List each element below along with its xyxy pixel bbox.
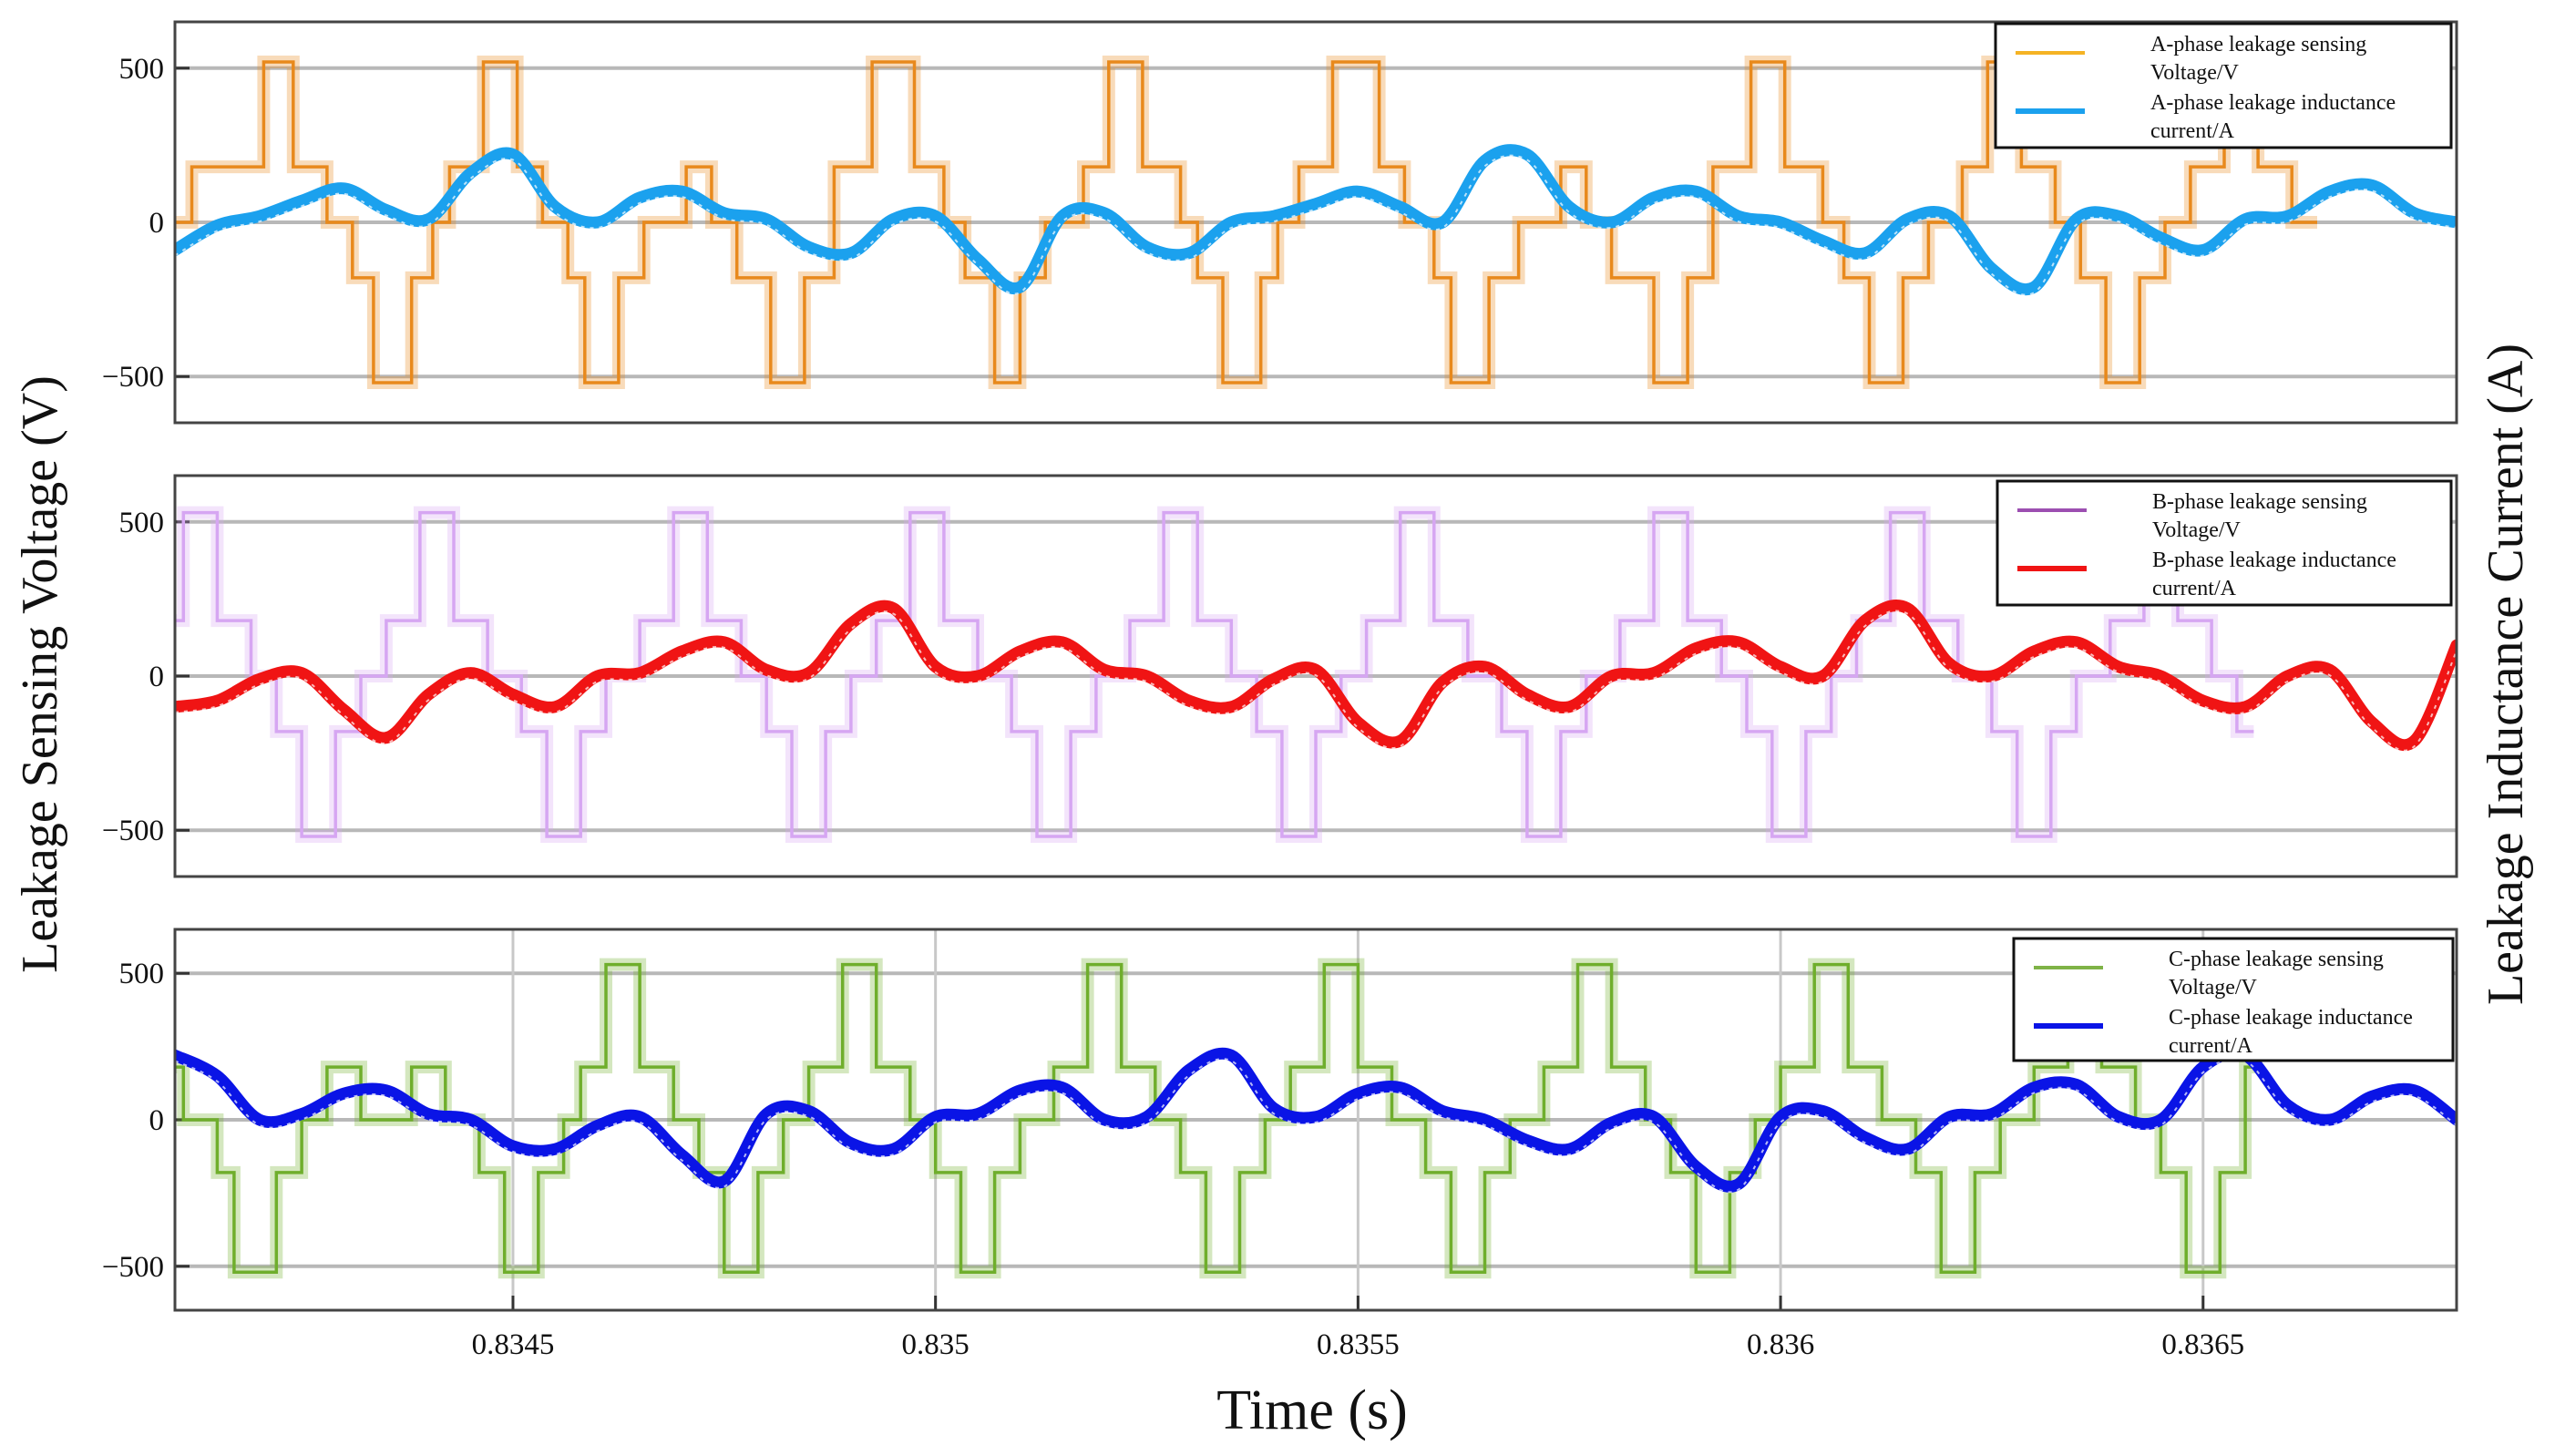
legend-entry-label: C-phase leakage inductance [2169, 1006, 2413, 1030]
legend-entry-label: B-phase leakage sensing [2152, 490, 2367, 514]
legend-entry-label: C-phase leakage sensing [2169, 948, 2384, 971]
legend-entry-label: A-phase leakage sensing [2150, 33, 2366, 56]
legend-entry-label: current/A [2150, 119, 2235, 143]
plot-area [175, 56, 2457, 389]
y-tick-label: 500 [119, 507, 165, 539]
right-axis-label: Leakage Inductance Current (A) [2478, 343, 2534, 1005]
x-tick-label: 0.8365 [2161, 1328, 2244, 1361]
legend: B-phase leakage sensing Voltage/V B-phase … [1996, 479, 2453, 607]
y-tick-label: −500 [102, 1251, 164, 1284]
y-tick-label: 0 [149, 661, 165, 693]
plot-area [175, 958, 2457, 1279]
x-tick-label: 0.835 [902, 1328, 970, 1361]
current-waveform-highlight [175, 610, 2457, 752]
legend-entry-label: Voltage/V [2169, 976, 2258, 1000]
x-tick-label: 0.8355 [1317, 1328, 1400, 1361]
left-axis-label: Leakage Sensing Voltage (V) [12, 375, 68, 973]
panels: 500 0 −500 A-phase leakage sensing Voltage/V… [102, 20, 2458, 1361]
panel-3: 500 0 −500 0.8345 0.835 0.8355 0.836 0.8365 C-ph… [102, 928, 2458, 1361]
voltage-waveform-line [175, 962, 2263, 1274]
plot-area [175, 506, 2457, 843]
x-axis-label: Time (s) [1216, 1379, 1408, 1441]
current-waveform-highlight [175, 154, 2457, 296]
panel-frame [173, 928, 2458, 1312]
legend-entry-label: current/A [2169, 1034, 2253, 1058]
panel-frame [173, 474, 2458, 878]
panel-2: 500 0 −500 B-phase leakage sensing Voltage/V… [102, 474, 2458, 878]
legend-entry-label: Voltage/V [2152, 518, 2242, 542]
y-tick-label: 500 [119, 53, 165, 86]
legend-entry-label: B-phase leakage inductance [2152, 549, 2396, 572]
legend-entry-label: A-phase leakage inductance [2150, 91, 2396, 115]
current-waveform-line [175, 144, 2457, 296]
x-tick-label: 0.836 [1747, 1328, 1814, 1361]
current-waveform-line [175, 600, 2457, 752]
legend: A-phase leakage sensing Voltage/V A-phase … [1994, 22, 2453, 149]
x-tick-label: 0.8345 [472, 1328, 555, 1361]
y-tick-label: 0 [149, 1104, 165, 1137]
legend-box [1996, 479, 2453, 607]
current-waveform-highlight [175, 1057, 2457, 1194]
y-tick-label: 0 [149, 207, 165, 240]
legend-entry-label: current/A [2152, 577, 2237, 600]
legend-box [1994, 22, 2453, 149]
panel-1: 500 0 −500 A-phase leakage sensing Voltage/V… [102, 20, 2458, 425]
voltage-waveform-line [175, 510, 2254, 838]
legend-entry-label: Voltage/V [2150, 61, 2240, 85]
panel-frame [173, 20, 2458, 425]
y-tick-label: 500 [119, 958, 165, 990]
legend-box [2012, 937, 2455, 1062]
y-tick-label: −500 [102, 361, 164, 394]
legend: C-phase leakage sensing Voltage/V C-phase … [2012, 937, 2455, 1062]
y-tick-label: −500 [102, 815, 164, 847]
current-waveform-line [175, 1047, 2457, 1193]
